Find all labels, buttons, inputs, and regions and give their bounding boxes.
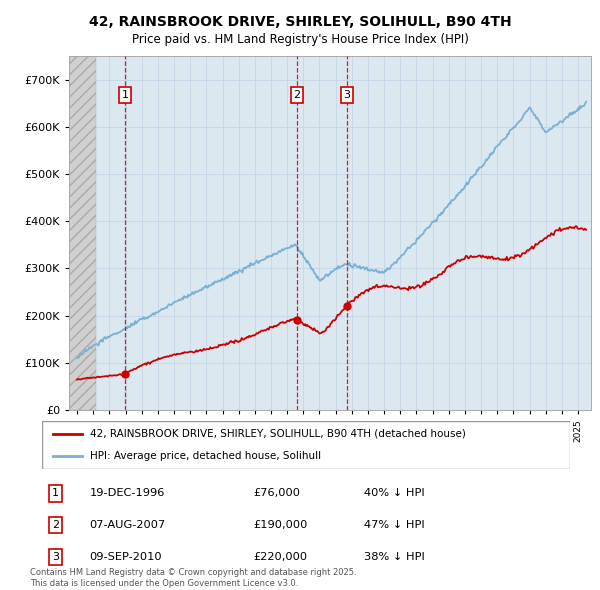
Text: £190,000: £190,000 [253, 520, 308, 530]
Text: 1: 1 [52, 489, 59, 499]
Text: 42, RAINSBROOK DRIVE, SHIRLEY, SOLIHULL, B90 4TH: 42, RAINSBROOK DRIVE, SHIRLEY, SOLIHULL,… [89, 15, 511, 29]
Text: HPI: Average price, detached house, Solihull: HPI: Average price, detached house, Soli… [89, 451, 320, 461]
Text: 19-DEC-1996: 19-DEC-1996 [89, 489, 165, 499]
Text: 3: 3 [52, 552, 59, 562]
Text: 40% ↓ HPI: 40% ↓ HPI [364, 489, 425, 499]
Text: 2: 2 [52, 520, 59, 530]
Text: Contains HM Land Registry data © Crown copyright and database right 2025.
This d: Contains HM Land Registry data © Crown c… [30, 568, 356, 588]
Text: 09-SEP-2010: 09-SEP-2010 [89, 552, 162, 562]
Text: 2: 2 [293, 90, 301, 100]
Text: 47% ↓ HPI: 47% ↓ HPI [364, 520, 425, 530]
Text: 38% ↓ HPI: 38% ↓ HPI [364, 552, 425, 562]
Text: 07-AUG-2007: 07-AUG-2007 [89, 520, 166, 530]
Text: 42, RAINSBROOK DRIVE, SHIRLEY, SOLIHULL, B90 4TH (detached house): 42, RAINSBROOK DRIVE, SHIRLEY, SOLIHULL,… [89, 429, 466, 439]
Text: Price paid vs. HM Land Registry's House Price Index (HPI): Price paid vs. HM Land Registry's House … [131, 33, 469, 46]
Text: £76,000: £76,000 [253, 489, 300, 499]
Text: 1: 1 [121, 90, 128, 100]
Text: £220,000: £220,000 [253, 552, 307, 562]
Bar [69, 56, 97, 410]
Text: 3: 3 [343, 90, 350, 100]
